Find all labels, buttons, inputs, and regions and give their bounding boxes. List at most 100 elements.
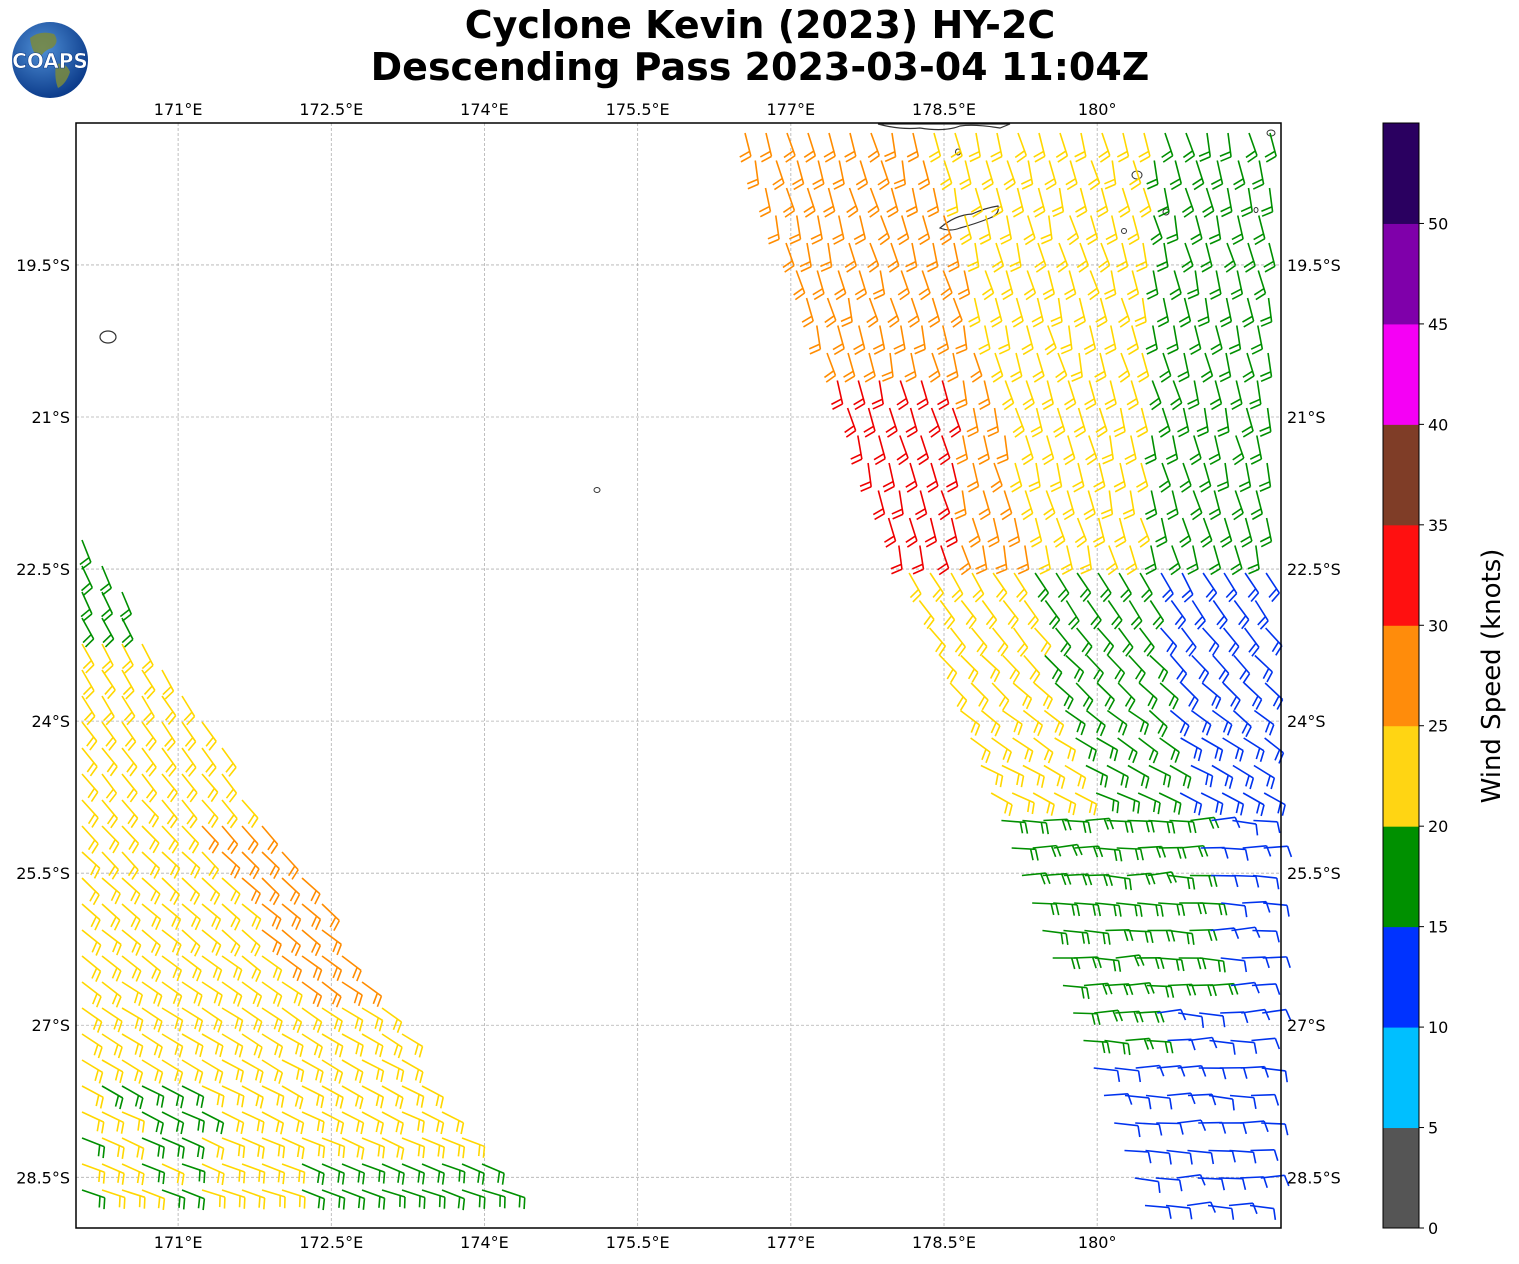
- lat-tick-label-right: 21°S: [1287, 408, 1326, 427]
- wind-barb: [1074, 132, 1087, 163]
- wind-barb: [995, 545, 1008, 575]
- wind-barb: [939, 654, 958, 683]
- coastline-islet: [1253, 207, 1259, 213]
- colorbar-segment: [1383, 625, 1419, 727]
- wind-barb: [321, 903, 341, 932]
- wind-barb: [281, 1163, 306, 1184]
- wind-barb: [1157, 187, 1170, 218]
- wind-barb: [341, 1085, 364, 1110]
- wind-barb: [1118, 572, 1132, 603]
- wind-barb: [221, 877, 241, 905]
- wind-barb: [1250, 490, 1264, 521]
- wind-barb: [991, 682, 1010, 711]
- wind-barb: [1113, 462, 1127, 493]
- wind-barbs: [79, 132, 1293, 1221]
- wind-barb: [1145, 325, 1158, 355]
- title-line-2: Descending Pass 2023-03-04 11:04Z: [370, 45, 1150, 89]
- wind-barb: [1065, 160, 1078, 191]
- wind-barb: [1113, 407, 1126, 438]
- wind-barb: [1241, 956, 1270, 969]
- wind-barb: [361, 1059, 385, 1083]
- wind-barb: [1138, 737, 1159, 764]
- wind-barb: [1258, 462, 1272, 493]
- wind-barb: [1033, 187, 1046, 218]
- wind-barb: [1010, 462, 1023, 493]
- wind-barb: [917, 160, 931, 191]
- wind-barb: [1229, 1149, 1257, 1164]
- wind-barb: [1032, 902, 1060, 916]
- wind-barb: [955, 435, 969, 465]
- wind-barb: [1137, 792, 1161, 815]
- wind-barb: [81, 1033, 103, 1059]
- wind-barb: [877, 160, 890, 191]
- wind-barb: [1138, 627, 1155, 657]
- wind-barb: [1178, 957, 1207, 970]
- wind-barb: [929, 627, 947, 657]
- wind-barb: [1139, 187, 1152, 218]
- wind-barb: [1240, 187, 1254, 218]
- wind-barb: [101, 1163, 125, 1185]
- wind-barb: [926, 242, 939, 273]
- wind-barb: [1007, 517, 1021, 548]
- wind-barb: [181, 903, 201, 931]
- wind-barb: [1053, 843, 1083, 857]
- wind-barb: [321, 1189, 346, 1210]
- wind-barb: [121, 721, 137, 751]
- wind-barb: [1259, 407, 1272, 437]
- wind-barb: [221, 1033, 244, 1058]
- wind-barb: [799, 242, 812, 273]
- wind-barb: [793, 270, 806, 301]
- wind-barb: [1063, 929, 1090, 945]
- wind-barb: [1017, 545, 1030, 575]
- wind-barb: [241, 1163, 266, 1184]
- wind-barb: [1002, 600, 1019, 630]
- wind-barb: [1084, 380, 1097, 411]
- wind-barb: [1012, 682, 1033, 710]
- wind-barb: [261, 1137, 286, 1159]
- wind-barb: [966, 407, 979, 438]
- wind-barb: [1124, 1149, 1152, 1164]
- wind-barb: [905, 242, 918, 273]
- wind-barb: [181, 695, 196, 726]
- wind-barb: [1105, 545, 1119, 576]
- wind-barb: [978, 380, 991, 410]
- wind-barb: [1022, 380, 1035, 411]
- wind-barb: [221, 981, 243, 1007]
- wind-barb: [1012, 407, 1025, 438]
- wind-barb: [1041, 380, 1055, 411]
- lon-tick-label-top: 177°E: [767, 100, 816, 119]
- grid: [76, 123, 1281, 1228]
- wind-barb: [1239, 1176, 1268, 1188]
- wind-barb: [1198, 1067, 1227, 1080]
- wind-barb: [1136, 352, 1150, 383]
- wind-barb: [905, 462, 918, 493]
- lon-tick-label-bottom: 178.5°E: [912, 1233, 976, 1252]
- wind-barb: [301, 1111, 325, 1134]
- wind-barb: [1243, 737, 1265, 762]
- wind-barb: [1002, 654, 1021, 684]
- wind-barb: [441, 1137, 466, 1159]
- wind-barb: [981, 600, 998, 630]
- wind-barb: [1190, 215, 1203, 246]
- wind-barb: [1044, 160, 1057, 191]
- wind-barb: [1001, 270, 1014, 301]
- wind-barb: [341, 1059, 364, 1084]
- wind-barb: [1086, 600, 1102, 630]
- wind-barb: [1208, 215, 1222, 245]
- wind-barb: [361, 1007, 384, 1032]
- wind-barb: [1104, 380, 1117, 411]
- wind-barb: [823, 132, 836, 163]
- wind-barb: [1072, 462, 1085, 493]
- wind-barb: [1106, 819, 1134, 833]
- wind-barb: [181, 747, 197, 777]
- wind-barb: [381, 1137, 405, 1160]
- wind-barb: [1034, 242, 1047, 273]
- wind-barb: [872, 490, 886, 521]
- wind-barb: [301, 929, 322, 957]
- wind-barb: [441, 1163, 466, 1184]
- wind-barb: [1176, 1174, 1206, 1186]
- wind-barb: [759, 132, 773, 163]
- wind-barb: [1085, 215, 1099, 246]
- wind-barb: [1064, 764, 1087, 790]
- wind-barb: [121, 981, 144, 1006]
